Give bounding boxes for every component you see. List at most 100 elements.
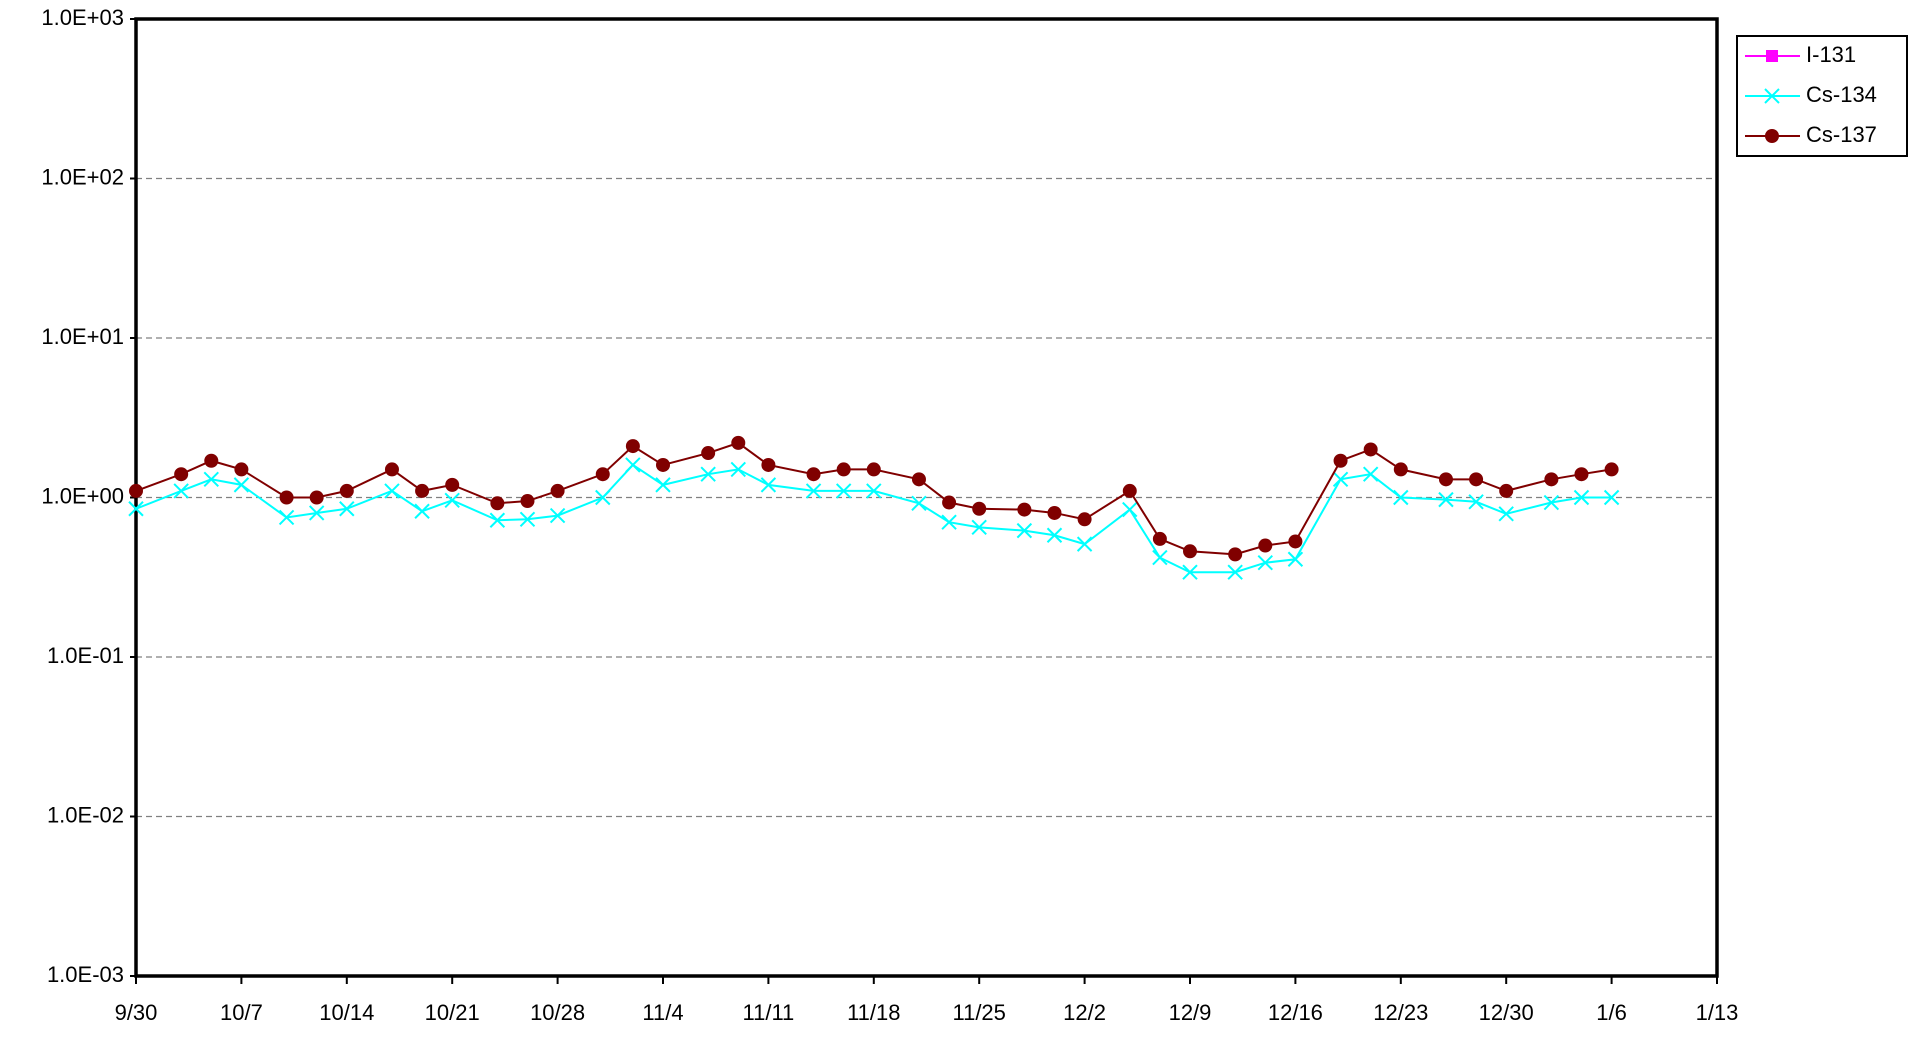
marker: [1499, 483, 1514, 498]
marker: [1573, 489, 1590, 506]
x-tick-label: 12/16: [1268, 1000, 1323, 1025]
marker: [234, 462, 249, 477]
marker: [1152, 549, 1168, 566]
marker: [595, 489, 611, 506]
x-tick-label: 9/30: [115, 1000, 158, 1025]
marker: [415, 483, 430, 498]
series-line: [135, 463, 1612, 574]
marker: [1122, 501, 1138, 518]
marker: [1152, 531, 1167, 546]
marker: [1766, 50, 1778, 62]
marker: [1393, 462, 1408, 477]
marker: [625, 457, 641, 473]
x-tick-label: 12/30: [1479, 1000, 1534, 1025]
marker: [204, 453, 219, 468]
marker: [1438, 472, 1453, 487]
marker: [911, 472, 926, 487]
marker: [173, 483, 189, 499]
marker: [760, 477, 777, 493]
marker: [1183, 544, 1197, 559]
y-tick-label: 1.0E+01: [41, 324, 124, 349]
x-tick-label: 11/18: [847, 1000, 900, 1025]
marker: [1363, 442, 1378, 457]
marker: [595, 467, 610, 482]
marker: [1257, 555, 1273, 571]
marker: [129, 483, 143, 498]
marker: [278, 509, 295, 526]
x-tick-label: 1/6: [1596, 1000, 1627, 1025]
x-tick-label: 11/4: [642, 1000, 683, 1025]
marker: [549, 507, 566, 524]
x-tick-label: 11/11: [743, 1000, 795, 1025]
marker: [128, 501, 144, 517]
marker: [1764, 88, 1780, 104]
marker: [1438, 491, 1454, 508]
marker: [445, 477, 460, 492]
marker: [805, 483, 822, 499]
marker: [700, 466, 716, 482]
series-line: [135, 441, 1612, 556]
x-tick-label: 12/23: [1373, 1000, 1428, 1025]
marker: [414, 503, 430, 519]
x-tick-label: 10/28: [530, 1000, 585, 1025]
legend-label: Cs-134: [1806, 82, 1877, 107]
marker: [1332, 471, 1349, 488]
marker: [655, 477, 671, 493]
y-tick-label: 1.0E+03: [41, 5, 124, 30]
marker: [941, 514, 957, 530]
marker: [1182, 564, 1198, 580]
marker: [1333, 453, 1348, 468]
marker: [490, 496, 505, 511]
legend-label: Cs-137: [1806, 122, 1877, 147]
marker: [1362, 466, 1379, 482]
marker: [384, 462, 399, 477]
marker: [1498, 506, 1514, 522]
marker: [1604, 462, 1619, 477]
marker: [1468, 494, 1484, 510]
marker: [550, 483, 565, 498]
marker: [836, 462, 851, 477]
marker: [203, 471, 219, 488]
marker: [835, 483, 852, 499]
marker: [1016, 522, 1033, 539]
legend-label: I-131: [1806, 42, 1856, 67]
legend: I-131 Cs-134 Cs-137: [1736, 35, 1908, 157]
x-tick-label: 11/25: [952, 1000, 1005, 1025]
x-tick-label: 1/13: [1696, 1000, 1739, 1025]
marker: [625, 439, 640, 454]
marker: [731, 435, 746, 450]
marker: [1288, 534, 1303, 549]
x-tick-label: 10/7: [220, 1000, 263, 1025]
y-tick-label: 1.0E-01: [47, 643, 124, 668]
marker: [1544, 472, 1559, 487]
marker: [308, 505, 325, 521]
marker: [1076, 536, 1093, 552]
marker: [339, 501, 355, 517]
marker: [761, 457, 776, 472]
marker: [1077, 512, 1092, 527]
marker: [1393, 489, 1409, 506]
marker: [1469, 472, 1484, 487]
marker: [806, 467, 821, 482]
marker: [1047, 505, 1062, 520]
marker: [972, 501, 987, 516]
marker: [701, 446, 716, 461]
marker: [1287, 551, 1304, 567]
y-tick-label: 1.0E-02: [47, 802, 124, 827]
x-tick-label: 12/2: [1063, 1000, 1106, 1025]
marker: [971, 519, 987, 536]
marker: [279, 490, 294, 505]
marker: [1017, 502, 1032, 517]
marker: [384, 483, 400, 499]
y-tick-label: 1.0E-03: [47, 962, 124, 987]
marker: [520, 494, 535, 509]
marker: [1122, 483, 1137, 498]
x-tick-label: 10/14: [319, 1000, 374, 1025]
marker: [730, 461, 746, 478]
marker: [866, 483, 882, 499]
marker: [942, 495, 957, 510]
x-tick-label: 10/21: [425, 1000, 480, 1025]
marker: [1227, 564, 1243, 580]
marker: [1046, 527, 1063, 543]
